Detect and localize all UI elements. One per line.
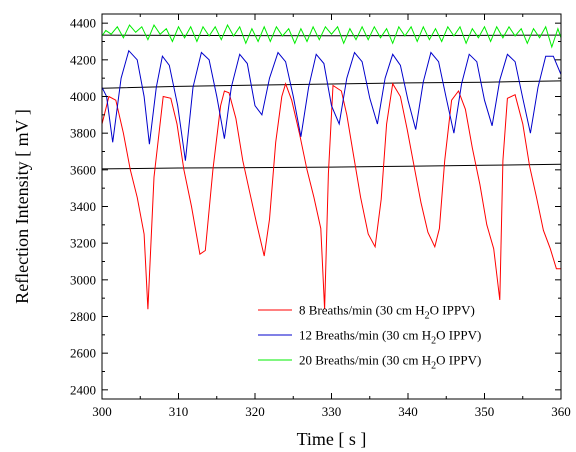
x-tick-label: 320 xyxy=(245,404,265,419)
y-tick-label: 3000 xyxy=(70,272,96,287)
series-line-1 xyxy=(102,82,561,310)
y-tick-label: 4200 xyxy=(70,52,96,67)
series-layer xyxy=(102,23,561,310)
x-axis-title: Time [ s ] xyxy=(297,429,367,449)
x-tick-label: 310 xyxy=(169,404,189,419)
y-tick-label: 3600 xyxy=(70,162,96,177)
y-tick-label: 4400 xyxy=(70,16,96,31)
x-tick-label: 340 xyxy=(398,404,418,419)
legend-label-1: 8 Breaths/min (30 cm H2O IPPV) xyxy=(299,303,475,322)
legend-label-2: 12 Breaths/min (30 cm H2O IPPV) xyxy=(299,328,481,347)
legend-label-3: 20 Breaths/min (30 cm H2O IPPV) xyxy=(299,353,481,372)
y-tick-label: 4000 xyxy=(70,89,96,104)
x-tick-label: 300 xyxy=(92,404,112,419)
baseline-1 xyxy=(102,34,561,37)
baseline-2 xyxy=(102,80,561,89)
legend: 8 Breaths/min (30 cm H2O IPPV) 12 Breaths… xyxy=(258,303,481,372)
baseline-3 xyxy=(102,163,561,170)
y-tick-label: 3400 xyxy=(70,199,96,214)
ticks-layer: 300 310 320 330 340 350 360 2400 2600 2800 3000 320… xyxy=(70,14,571,419)
y-tick-label: 3800 xyxy=(70,126,96,141)
series-line-3 xyxy=(102,23,561,49)
x-tick-label: 360 xyxy=(551,404,571,419)
y-tick-label: 2600 xyxy=(70,346,96,361)
y-axis-title: Reflection Intensity [ mV ] xyxy=(12,109,32,304)
y-tick-label: 3200 xyxy=(70,236,96,251)
series-line-2 xyxy=(102,49,561,161)
x-tick-label: 330 xyxy=(322,404,342,419)
x-tick-label: 350 xyxy=(475,404,495,419)
y-tick-label: 2800 xyxy=(70,309,96,324)
y-tick-label: 2400 xyxy=(70,382,96,397)
